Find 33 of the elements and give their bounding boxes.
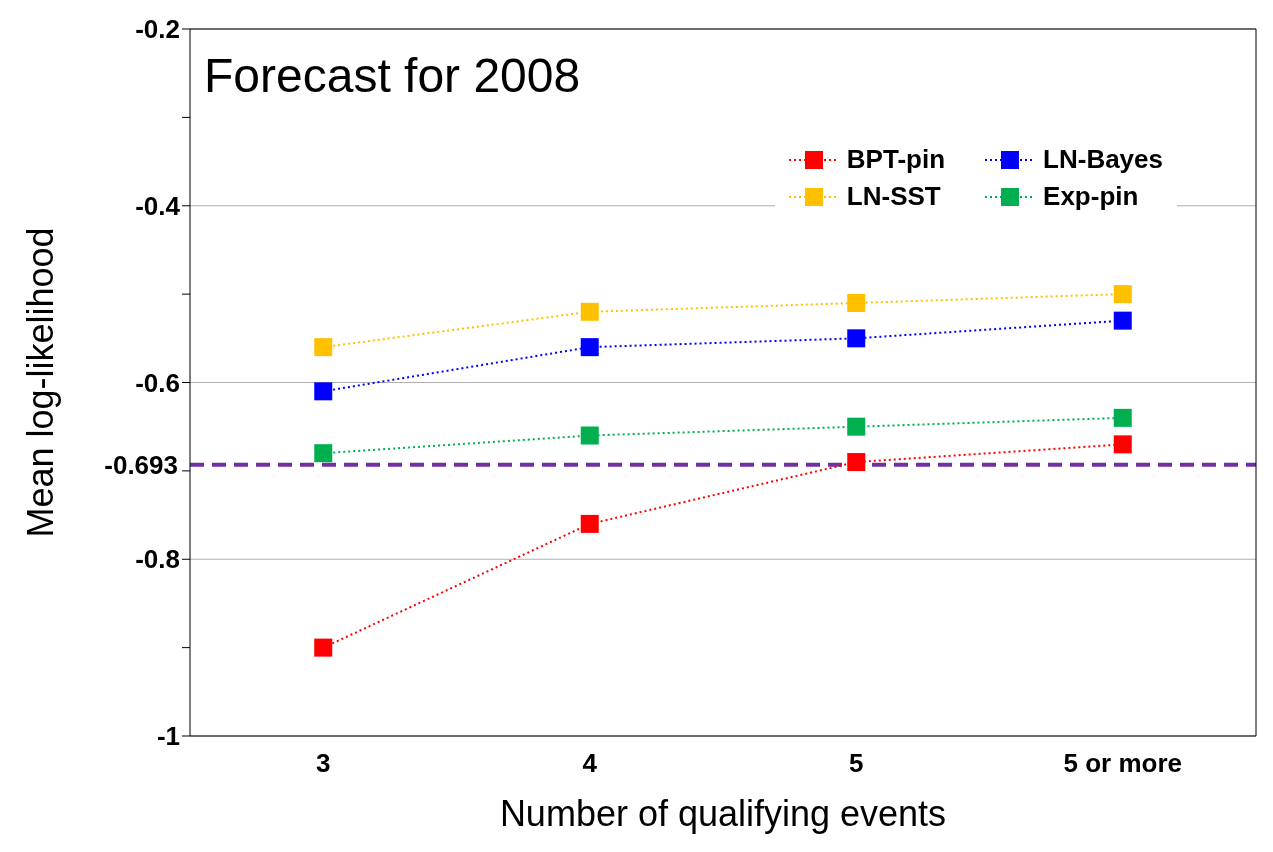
legend-label: Exp-pin bbox=[1043, 181, 1139, 212]
point bbox=[580, 426, 599, 445]
y-tick-label: -0.6 bbox=[135, 367, 180, 398]
x-axis-title: Number of qualifying events bbox=[499, 793, 947, 834]
point bbox=[1113, 311, 1132, 330]
y-axis-title: Mean log-likelihood bbox=[19, 227, 61, 538]
y-tick-label: -0.4 bbox=[135, 190, 181, 221]
ref-line-label: -0.693 bbox=[104, 449, 178, 480]
y-tick-label: -0.8 bbox=[135, 544, 180, 575]
point bbox=[314, 338, 333, 357]
point bbox=[314, 382, 333, 401]
point bbox=[847, 293, 866, 312]
point bbox=[847, 329, 866, 348]
x-tick-label: 4 bbox=[582, 748, 598, 779]
legend-label: BPT-pin bbox=[846, 144, 946, 175]
point bbox=[580, 338, 599, 357]
point bbox=[580, 302, 599, 321]
point bbox=[314, 444, 333, 463]
x-tick-label: 3 bbox=[316, 748, 331, 779]
x-tick-label: 5 bbox=[849, 748, 864, 779]
point bbox=[847, 417, 866, 436]
point bbox=[1113, 408, 1132, 427]
point bbox=[847, 453, 866, 472]
point bbox=[580, 514, 599, 533]
point bbox=[314, 638, 333, 657]
point bbox=[1113, 435, 1132, 454]
y-tick-label: -0.2 bbox=[135, 14, 180, 45]
x-tick-label: 5 or more bbox=[1063, 748, 1182, 779]
legend-label: LN-SST bbox=[846, 181, 941, 212]
legend-label: LN-Bayes bbox=[1043, 144, 1163, 175]
point bbox=[1113, 285, 1132, 304]
y-tick-label: -1 bbox=[156, 721, 180, 752]
chart-title: Forecast for 2008 bbox=[204, 49, 581, 102]
